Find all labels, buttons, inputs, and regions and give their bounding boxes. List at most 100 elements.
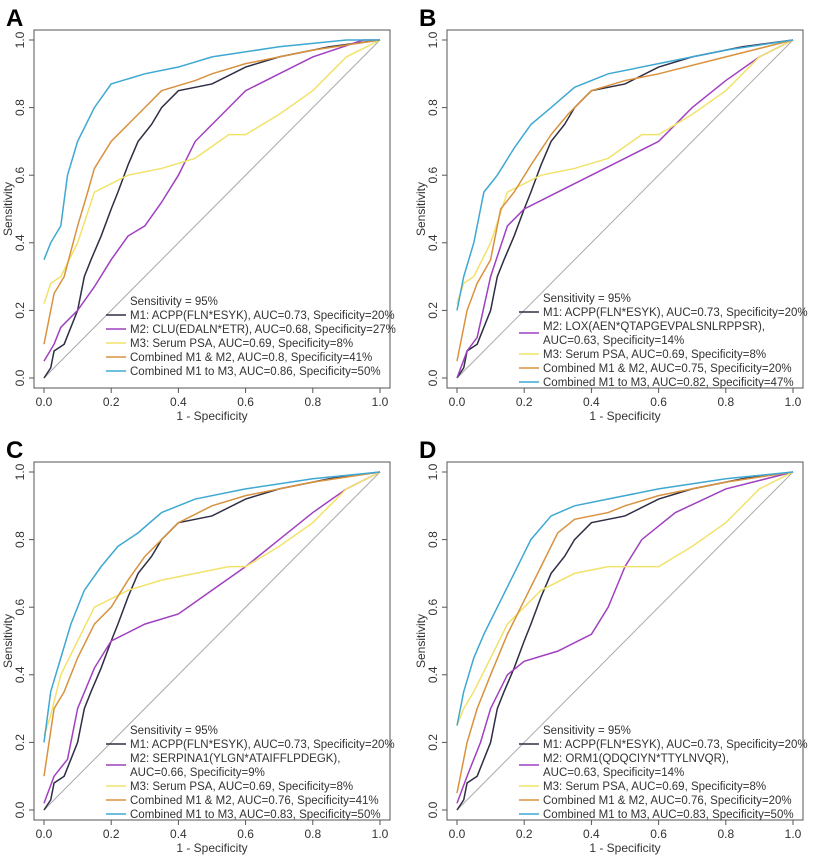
roc-curve-1 [43,39,381,379]
legend-entry: AUC=0.66, Specificity=9% [130,767,265,779]
x-tick-label: 0.4 [583,395,600,409]
x-tick-label: 0.4 [583,827,600,841]
legend-entry: M2: ORM1(QDQCIYN*TTYLNVQR), [543,753,729,765]
x-axis-label: 1 - Specificity [176,409,247,423]
x-tick-label: 0.6 [650,827,667,841]
roc-curve-5 [43,39,380,260]
legend-entry: M2: LOX(AEN*QTAPGEVPALSNLRPPSR), [543,321,765,333]
roc-curve-5 [456,471,794,726]
legend-entry: Combined M1 & M2, AUC=0.76, Specificity=… [543,795,792,807]
panel-d: D 0.0 0.2 0.4 0.6 0.8 1.0 0.0 0.2 0.4 0.6 0.8 1.0 1 -… [413,432,825,863]
panel-label: C [6,437,23,464]
y-tick-label: 0.2 [13,302,27,319]
x-tick-label: 0.8 [304,827,321,841]
legend-entry: Combined M1 to M3, AUC=0.86, Specificity… [130,366,381,378]
roc-chart-c: C 0.0 0.2 0.4 0.6 0.8 1.0 0.0 0.2 0.4 0.6 0.8 1.0 1 -… [1,437,395,855]
legend-entry: M3: Serum PSA, AUC=0.69, Specificity=8% [130,338,353,350]
roc-curve-1 [456,471,794,811]
y-tick-label: 0.0 [13,369,27,386]
legend-entry: AUC=0.63, Specificity=14% [543,767,684,779]
legend-entry: AUC=0.63, Specificity=14% [543,335,684,347]
legend-entry: Combined M1 to M3, AUC=0.83, Specificity… [543,809,794,821]
legend-title: Sensitivity = 95% [543,725,631,737]
y-tick-label: 0.8 [426,531,440,548]
x-tick-label: 0.6 [237,827,254,841]
legend-entry: Combined M1 to M3, AUC=0.83, Specificity… [130,809,381,821]
roc-curve-3 [43,39,381,304]
panel-label: A [6,5,23,32]
panel-a: A 0.0 0.2 0.4 0.6 0.8 1.0 0.0 0.2 0.4 0.6 0.8 1.0 1 -… [0,0,412,431]
diagonal-reference-line [456,471,794,811]
x-axis-label: 1 - Specificity [589,409,660,423]
roc-curve-2 [43,39,380,362]
y-tick-label: 0.4 [13,666,27,683]
roc-curve-4 [43,471,381,777]
y-tick-label: 0.0 [426,369,440,386]
panel-c: C 0.0 0.2 0.4 0.6 0.8 1.0 0.0 0.2 0.4 0.6 0.8 1.0 1 -… [0,432,412,863]
legend-entry: Combined M1 & M2, AUC=0.75, Specificity=… [543,363,792,375]
diagonal-reference-line [43,471,381,811]
roc-curve-4 [456,39,794,362]
legend-title: Sensitivity = 95% [543,293,631,305]
legend-entry: M3: Serum PSA, AUC=0.69, Specificity=8% [130,781,353,793]
y-tick-label: 0.8 [13,531,27,548]
y-tick-label: 1.0 [426,31,440,48]
x-tick-label: 0.2 [516,395,533,409]
roc-curve-2 [456,39,794,379]
x-tick-label: 0.4 [170,827,187,841]
y-tick-label: 0.4 [426,666,440,683]
legend-entry: M2: CLU(EDALN*ETR), AUC=0.68, Specificit… [130,324,396,336]
x-tick-label: 0.6 [650,395,667,409]
x-tick-label: 1.0 [372,827,389,841]
roc-chart-d: D 0.0 0.2 0.4 0.6 0.8 1.0 0.0 0.2 0.4 0.6 0.8 1.0 1 -… [414,437,808,855]
roc-curve-1 [43,471,381,811]
legend-entry: M1: ACPP(FLN*ESYK), AUC=0.73, Specificit… [543,739,808,751]
roc-curve-1 [456,39,794,379]
y-axis-label: Sensitivity [1,182,15,236]
y-tick-label: 0.2 [426,302,440,319]
x-tick-label: 0.8 [717,827,734,841]
panel-label: B [419,5,436,32]
x-tick-label: 0.4 [170,395,187,409]
roc-curve-2 [456,471,794,804]
roc-curve-2 [43,471,381,804]
y-tick-label: 0.6 [13,167,27,184]
x-tick-label: 1.0 [785,827,802,841]
y-axis-label: Sensitivity [414,182,428,236]
roc-curve-4 [43,39,381,345]
roc-curve-3 [456,39,794,304]
diagonal-reference-line [456,39,794,379]
y-tick-label: 0.2 [426,734,440,751]
x-tick-label: 0.0 [449,395,466,409]
legend-entry: M3: Serum PSA, AUC=0.69, Specificity=8% [543,781,766,793]
x-tick-label: 1.0 [785,395,802,409]
x-tick-label: 0.0 [36,395,53,409]
legend-entry: M1: ACPP(FLN*ESYK), AUC=0.73, Specificit… [130,310,395,322]
x-tick-label: 0.6 [237,395,254,409]
x-tick-label: 0.0 [36,827,53,841]
x-tick-label: 0.8 [304,395,321,409]
roc-curve-3 [43,471,381,736]
legend-entry: Combined M1 & M2, AUC=0.76, Specificity=… [130,795,379,807]
plot-frame [33,29,391,389]
x-tick-label: 0.0 [449,827,466,841]
roc-curve-4 [456,471,794,794]
y-tick-label: 0.4 [13,234,27,251]
roc-chart-a: A 0.0 0.2 0.4 0.6 0.8 1.0 0.0 0.2 0.4 0.6 0.8 1.0 1 -… [1,5,396,423]
diagonal-reference-line [43,39,381,379]
y-axis-label: Sensitivity [414,614,428,668]
legend-entry: Combined M1 to M3, AUC=0.82, Specificity… [543,377,794,389]
plot-frame [33,461,391,821]
y-tick-label: 0.4 [426,234,440,251]
legend-entry: M1: ACPP(FLN*ESYK), AUC=0.73, Specificit… [543,307,808,319]
y-tick-label: 1.0 [13,31,27,48]
legend-entry: M3: Serum PSA, AUC=0.69, Specificity=8% [543,349,766,361]
y-tick-label: 0.0 [426,801,440,818]
legend-entry: Combined M1 & M2, AUC=0.8, Specificity=4… [130,352,372,364]
x-tick-label: 0.2 [516,827,533,841]
legend-title: Sensitivity = 95% [130,296,218,308]
legend-entry: M1: ACPP(FLN*ESYK), AUC=0.73, Specificit… [130,739,395,751]
y-tick-label: 0.8 [426,99,440,116]
plot-frame [446,461,804,821]
x-axis-label: 1 - Specificity [176,841,247,855]
